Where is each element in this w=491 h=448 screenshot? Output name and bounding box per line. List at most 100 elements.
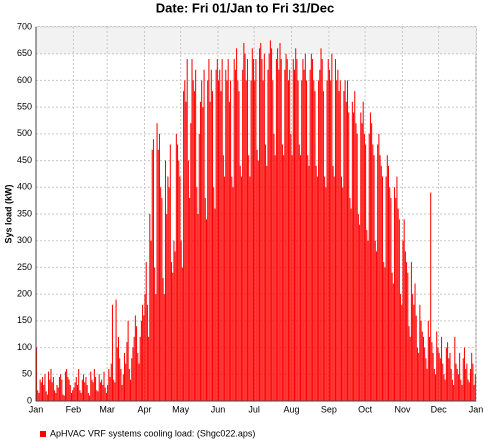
bar (296, 59, 298, 402)
bar (372, 144, 374, 402)
bar (192, 80, 194, 401)
bar (380, 165, 382, 401)
y-tick-label: 300 (17, 235, 32, 245)
y-tick-label: 500 (17, 128, 32, 138)
bar (110, 363, 112, 401)
bar (52, 376, 54, 401)
bar (367, 240, 369, 401)
bar (309, 69, 311, 401)
bar (36, 347, 38, 401)
bar (119, 358, 121, 401)
bar (306, 80, 308, 401)
bar (313, 80, 315, 401)
bar (186, 59, 188, 402)
bar (369, 112, 371, 401)
bar (416, 347, 418, 401)
bar (195, 69, 197, 401)
y-tick-label: 400 (17, 182, 32, 192)
bar (330, 80, 332, 401)
bar (173, 240, 175, 401)
bar (137, 352, 139, 401)
bar (373, 155, 375, 401)
bar (297, 80, 299, 401)
bar (361, 123, 363, 402)
bar (408, 326, 410, 401)
bar (359, 224, 361, 401)
bar (67, 376, 69, 401)
plot-band (36, 27, 476, 54)
y-tick-label: 150 (17, 315, 32, 325)
bar (471, 352, 473, 401)
bar (208, 59, 210, 402)
bar (128, 368, 130, 401)
bar (99, 382, 101, 401)
bar (120, 368, 122, 401)
bar (307, 155, 309, 401)
bar (453, 384, 455, 401)
bar (318, 80, 320, 401)
bar (304, 53, 306, 401)
bar (148, 336, 150, 401)
bar (384, 267, 386, 401)
bar (81, 379, 83, 401)
bar (157, 149, 159, 401)
bar (298, 144, 300, 402)
bar (179, 176, 181, 401)
bar (74, 382, 76, 401)
bar (216, 59, 218, 402)
y-tick-label: 550 (17, 102, 32, 112)
bar (78, 368, 80, 401)
bar (281, 144, 283, 402)
bar (377, 144, 379, 402)
bar (436, 331, 438, 401)
bar (459, 352, 461, 401)
bar (339, 80, 341, 401)
bar (83, 374, 85, 401)
bar (424, 347, 426, 401)
bar (91, 379, 93, 401)
bar (169, 144, 171, 402)
bar (98, 374, 100, 401)
bar (338, 91, 340, 401)
bar (468, 382, 470, 401)
bar (275, 59, 277, 402)
bar (237, 80, 239, 401)
bar (437, 347, 439, 401)
bar (55, 392, 57, 401)
bar (450, 368, 452, 401)
bar (163, 294, 165, 401)
bar (333, 176, 335, 401)
legend-swatch (40, 431, 46, 437)
bar (190, 123, 192, 402)
bar (443, 374, 445, 401)
bar (365, 144, 367, 402)
bar (58, 376, 60, 401)
bar (251, 48, 253, 401)
bar (374, 240, 376, 401)
bar (154, 267, 156, 401)
bar (155, 294, 157, 401)
bar (392, 283, 394, 401)
bar (337, 69, 339, 401)
bar (85, 376, 87, 401)
bar (54, 390, 56, 401)
bar (395, 197, 397, 401)
bar (404, 251, 406, 401)
bar (366, 230, 368, 401)
bar (441, 336, 443, 401)
bar (414, 283, 416, 401)
bar (56, 384, 58, 401)
bar (76, 384, 79, 401)
bar (466, 363, 468, 401)
bar (75, 376, 77, 401)
bar (103, 371, 105, 401)
y-tick-label: 350 (17, 208, 32, 218)
bar (398, 219, 400, 401)
bar (257, 160, 259, 401)
bar (221, 59, 223, 402)
x-tick-label: Aug (284, 404, 300, 414)
bar (283, 155, 285, 401)
bar (324, 176, 326, 401)
bar (347, 80, 349, 401)
